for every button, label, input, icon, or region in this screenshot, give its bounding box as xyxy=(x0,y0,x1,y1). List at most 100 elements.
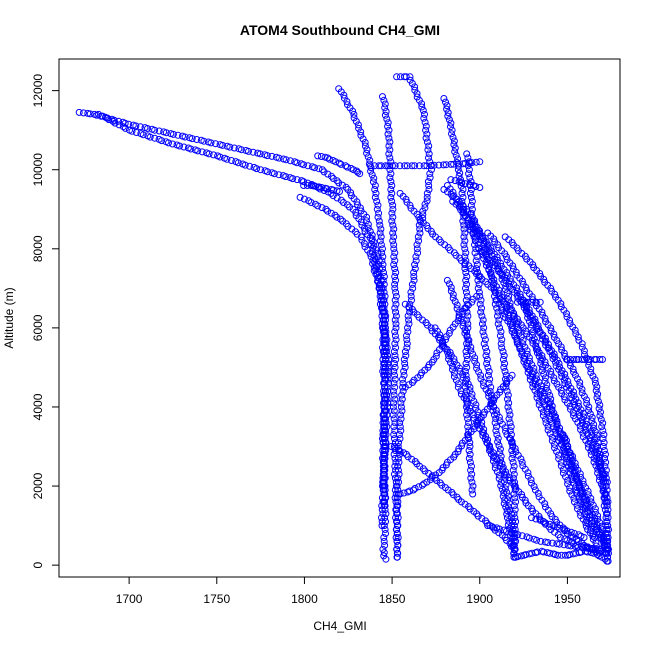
data-point xyxy=(448,130,455,138)
data-point xyxy=(548,539,556,547)
data-point xyxy=(507,423,515,431)
data-point xyxy=(533,536,541,544)
data-point xyxy=(550,374,558,382)
data-point xyxy=(410,273,418,280)
data-point xyxy=(553,540,561,548)
data-point xyxy=(363,213,371,221)
data-point xyxy=(470,425,478,433)
data-point xyxy=(382,530,389,537)
data-point xyxy=(493,431,501,439)
data-point xyxy=(379,245,386,253)
data-point xyxy=(409,284,417,292)
data-point xyxy=(583,420,590,428)
data-point xyxy=(403,340,411,348)
data-point xyxy=(390,241,398,249)
data-point xyxy=(379,253,387,261)
data-point xyxy=(462,288,470,296)
data-point xyxy=(380,537,388,545)
data-point xyxy=(105,116,113,124)
data-point xyxy=(390,233,398,241)
data-point xyxy=(371,182,379,189)
data-point xyxy=(380,340,388,348)
data-point xyxy=(501,310,509,318)
data-point xyxy=(379,284,387,292)
data-point xyxy=(234,159,242,167)
data-point xyxy=(380,269,387,276)
data-point xyxy=(466,458,474,466)
data-point xyxy=(560,541,568,549)
data-point xyxy=(474,276,482,284)
data-point xyxy=(568,491,576,499)
data-point xyxy=(300,195,308,203)
data-point xyxy=(380,391,388,399)
data-point xyxy=(386,162,394,170)
data-point xyxy=(567,542,575,550)
data-point xyxy=(566,402,574,410)
data-point xyxy=(486,447,493,454)
data-point xyxy=(381,344,389,352)
data-point xyxy=(404,312,412,320)
data-point xyxy=(200,137,208,145)
data-point xyxy=(381,506,389,514)
data-point xyxy=(565,462,572,470)
data-point xyxy=(587,369,595,376)
data-point xyxy=(591,435,598,443)
data-point xyxy=(594,469,602,477)
data-point xyxy=(315,165,323,173)
data-point xyxy=(379,265,386,273)
data-point xyxy=(456,169,464,177)
data-point xyxy=(510,510,518,518)
data-point xyxy=(293,159,301,167)
data-point xyxy=(403,344,411,352)
data-point xyxy=(602,482,610,490)
data-point xyxy=(531,315,539,323)
data-point xyxy=(414,233,422,241)
data-point xyxy=(165,139,172,147)
data-point xyxy=(320,168,328,176)
data-point xyxy=(386,138,394,146)
data-point xyxy=(476,292,484,300)
data-point xyxy=(402,73,410,81)
data-point xyxy=(532,298,540,306)
data-point xyxy=(559,469,567,477)
data-point xyxy=(390,391,398,399)
data-point xyxy=(531,377,539,385)
data-point xyxy=(544,426,552,434)
data-point xyxy=(564,377,572,385)
data-point xyxy=(481,336,489,344)
data-point xyxy=(300,182,308,189)
data-point xyxy=(486,402,494,410)
data-point xyxy=(526,366,534,374)
data-point xyxy=(162,129,170,137)
data-point xyxy=(425,154,432,162)
data-point xyxy=(574,375,581,383)
data-point xyxy=(556,534,564,541)
x-tick-label: 1800 xyxy=(291,592,318,606)
data-point xyxy=(366,156,374,164)
data-point xyxy=(480,411,488,419)
data-point xyxy=(480,324,488,332)
data-point xyxy=(557,300,565,308)
data-point xyxy=(538,352,546,360)
data-point xyxy=(592,387,600,394)
data-point xyxy=(479,328,487,336)
data-point xyxy=(425,150,433,158)
data-point xyxy=(462,269,470,276)
data-point xyxy=(364,153,372,161)
data-point xyxy=(394,502,402,510)
data-point xyxy=(322,205,330,213)
data-point xyxy=(576,470,584,478)
data-point xyxy=(383,391,391,399)
data-point xyxy=(146,133,154,141)
data-point xyxy=(500,363,508,371)
data-point xyxy=(563,356,571,363)
data-point xyxy=(415,483,423,491)
data-point xyxy=(426,170,434,178)
data-point xyxy=(478,320,486,328)
data-point xyxy=(462,276,470,284)
data-point xyxy=(588,517,596,525)
data-point xyxy=(389,403,397,411)
data-point xyxy=(380,288,388,296)
data-point xyxy=(407,288,415,296)
data-point xyxy=(461,329,469,337)
